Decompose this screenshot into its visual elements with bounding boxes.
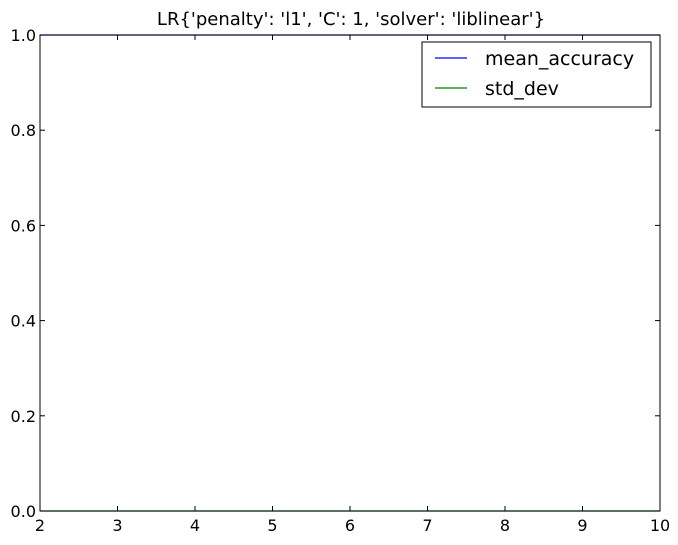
axes: 2 3 4 5 6 7 8 9 10 0.0 0.2 0.4 0.6 0.8 1.0 [11, 26, 671, 535]
x-tick-label: 6 [345, 516, 355, 535]
x-tick-label: 7 [422, 516, 432, 535]
x-tick-label: 9 [577, 516, 587, 535]
chart-title: LR{'penalty': 'l1', 'C': 1, 'solver': 'l… [157, 9, 545, 30]
legend: mean_accuracy std_dev [421, 41, 652, 108]
y-tick-label: 0.0 [11, 502, 36, 521]
legend-box [421, 41, 652, 108]
y-tick-label: 1.0 [11, 26, 36, 45]
y-tick-label: 0.2 [11, 407, 36, 426]
y-tick-label: 0.4 [11, 312, 36, 331]
x-tick-label: 2 [35, 516, 45, 535]
legend-label-std-dev: std_dev [485, 78, 559, 100]
y-tick-label: 0.6 [11, 216, 36, 235]
x-tick-label: 3 [112, 516, 122, 535]
plot-area [40, 35, 660, 511]
plot-background [40, 35, 660, 511]
x-tick-label: 10 [650, 516, 670, 535]
legend-label-mean-accuracy: mean_accuracy [485, 48, 634, 70]
x-tick-label: 5 [267, 516, 277, 535]
y-tick-label: 0.8 [11, 121, 36, 140]
x-tick-label: 8 [500, 516, 510, 535]
x-tick-label: 4 [190, 516, 200, 535]
